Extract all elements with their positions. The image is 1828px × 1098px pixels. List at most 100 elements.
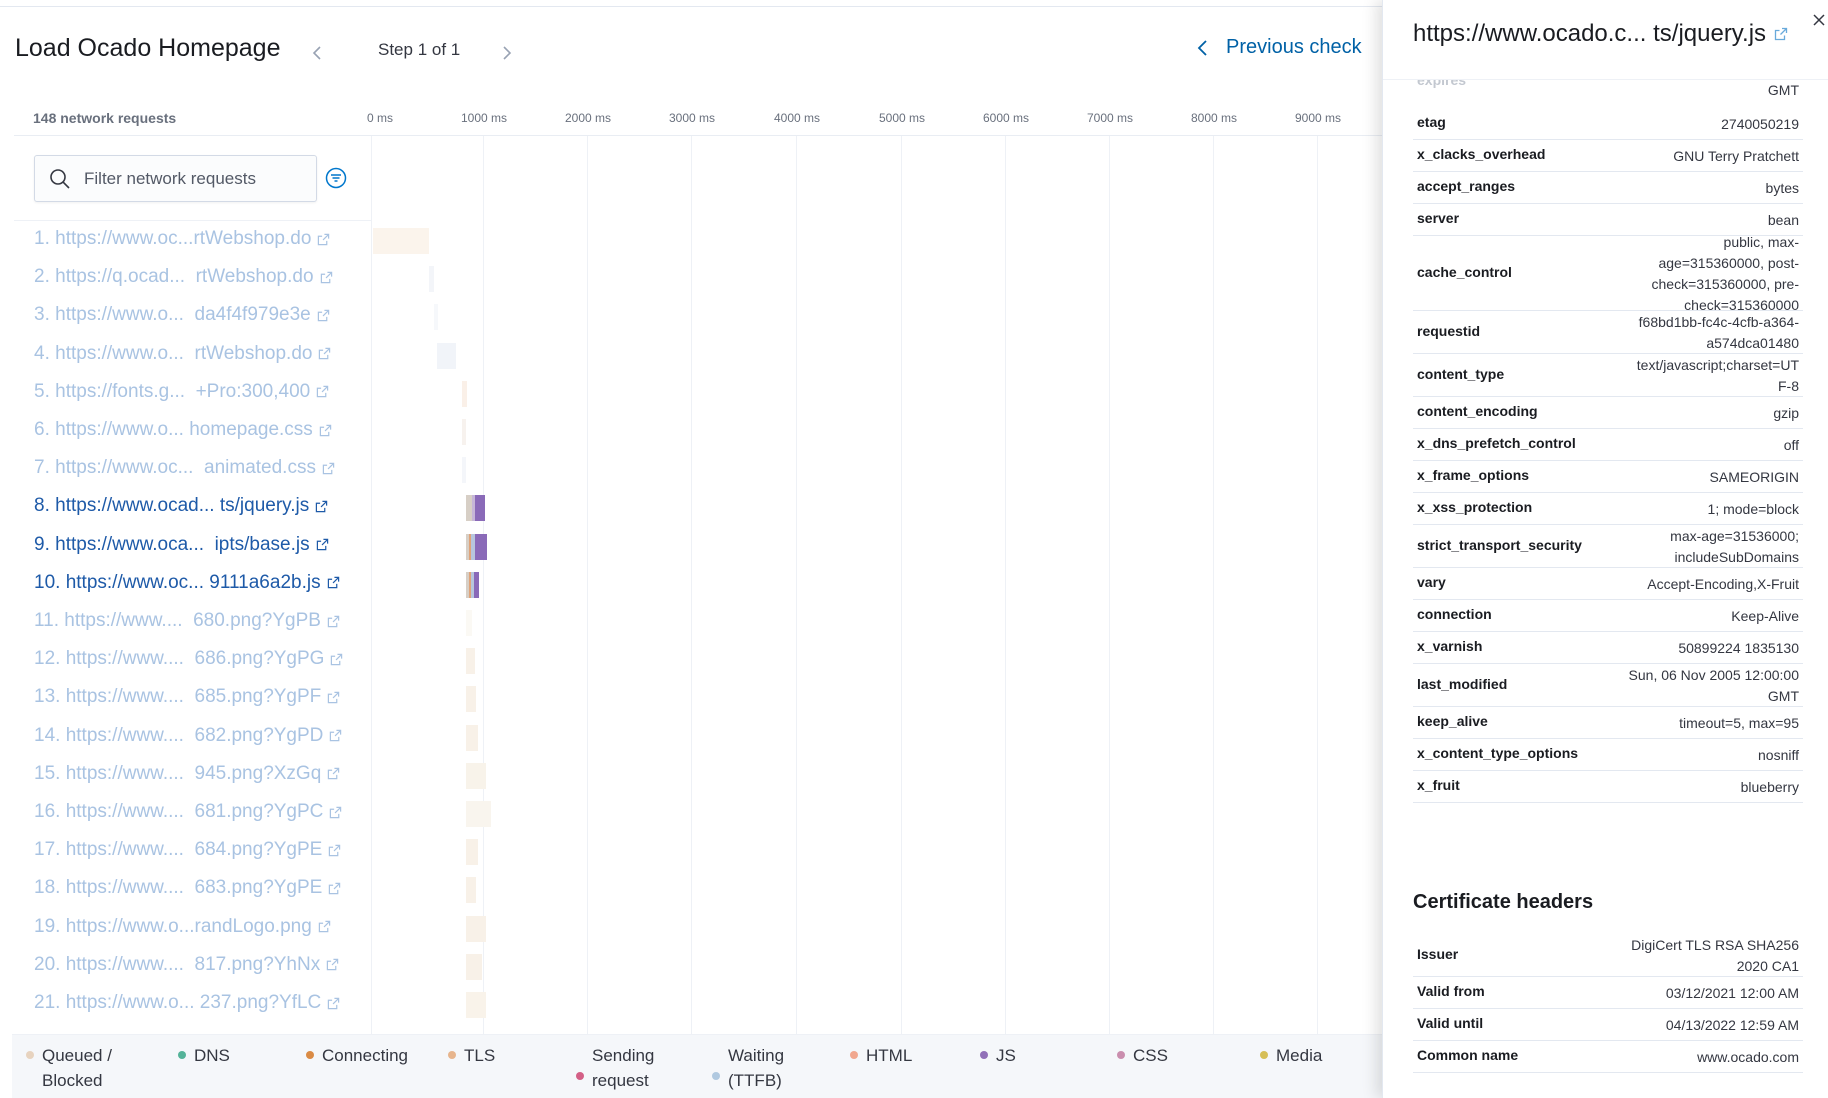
- request-url-link[interactable]: 7. https://www.oc... animated.css: [34, 457, 335, 479]
- request-url-link[interactable]: 17. https://www.... 684.png?YgPE: [34, 839, 341, 861]
- external-link-icon: [328, 768, 340, 780]
- request-url-link[interactable]: 2. https://q.ocad... rtWebshop.do: [34, 266, 333, 288]
- response-header-value: Keep-Alive: [1731, 607, 1799, 624]
- timing-bar[interactable]: [462, 419, 466, 445]
- response-header-row: etag 2740050219: [1413, 108, 1803, 140]
- filter-field[interactable]: [34, 155, 317, 202]
- close-icon[interactable]: [1811, 12, 1827, 28]
- header-value-expires: GMT: [1767, 82, 1799, 98]
- response-header-key: strict_transport_security: [1417, 536, 1582, 553]
- request-url-link[interactable]: 10. https://www.oc... 9111a6a2b.js: [34, 572, 340, 594]
- request-url-label: 11. https://www.... 680.png?YgPB: [34, 610, 321, 631]
- response-header-key: keep_alive: [1417, 713, 1488, 729]
- timing-bar[interactable]: [429, 266, 434, 293]
- axis-tick-label: 5000 ms: [878, 111, 926, 125]
- response-header-row: content_type text/javascript;charset=UT F…: [1413, 354, 1803, 397]
- timing-bar[interactable]: [466, 839, 478, 866]
- request-row: 21. https://www.o... 237.png?YfLC: [0, 985, 1382, 1023]
- timing-bar[interactable]: [466, 533, 487, 560]
- request-url-label: 20. https://www.... 817.png?YhNx: [34, 953, 321, 975]
- timing-bar[interactable]: [437, 342, 456, 369]
- request-url-link[interactable]: 18. https://www.... 683.png?YgPE: [34, 877, 341, 899]
- request-url-label: 6. https://www.o... homepage.css: [34, 419, 313, 440]
- chevron-left-icon: [1197, 39, 1207, 56]
- response-header-row: x_clacks_overhead GNU Terry Pratchett: [1413, 140, 1803, 172]
- filter-icon[interactable]: [325, 167, 347, 189]
- request-url-link[interactable]: 16. https://www.... 681.png?YgPC: [34, 801, 342, 823]
- chevron-right-icon[interactable]: [494, 41, 518, 65]
- request-row: 1. https://www.oc...rtWebshop.do: [0, 221, 1382, 259]
- external-link-icon: [330, 806, 342, 818]
- axis-tick-label: 1000 ms: [460, 111, 508, 125]
- timing-bar[interactable]: [466, 877, 476, 904]
- timing-bar[interactable]: [466, 571, 479, 598]
- timing-segment: [466, 953, 482, 980]
- request-url-link[interactable]: 19. https://www.o...randLogo.png: [34, 916, 331, 938]
- request-url-link[interactable]: 14. https://www.... 682.png?YgPD: [34, 725, 342, 747]
- top-border: [0, 0, 1382, 7]
- timing-segment: [466, 992, 486, 1018]
- external-link-icon: [317, 309, 329, 322]
- request-url-link[interactable]: 12. https://www.... 686.png?YgPG: [34, 648, 343, 670]
- timing-segment: [437, 342, 456, 369]
- request-url-link[interactable]: 3. https://www.o... da4f4f979e3e: [34, 304, 330, 326]
- response-header-value: bean: [1767, 211, 1799, 228]
- request-url-link[interactable]: 20. https://www.... 817.png?YhNx: [34, 954, 339, 976]
- request-url-link[interactable]: 1. https://www.oc...rtWebshop.do: [34, 228, 330, 250]
- request-url-label: 1. https://www.oc...rtWebshop.do: [34, 228, 312, 249]
- response-header-key: x_varnish: [1417, 638, 1483, 654]
- legend-item: Waiting (TTFB): [728, 1046, 785, 1090]
- timing-bar[interactable]: [466, 915, 486, 942]
- previous-check-button[interactable]: Previous check: [1196, 36, 1362, 59]
- request-url-link[interactable]: 11. https://www.... 680.png?YgPB: [34, 610, 340, 632]
- request-url-link[interactable]: 21. https://www.o... 237.png?YfLC: [34, 992, 340, 1014]
- request-url-link[interactable]: 13. https://www.... 685.png?YgPF: [34, 686, 340, 708]
- timing-bar[interactable]: [466, 801, 491, 827]
- request-url-link[interactable]: 8. https://www.ocad... ts/jquery.js: [34, 495, 328, 517]
- request-url-link[interactable]: 15. https://www.... 945.png?XzGq: [34, 763, 340, 785]
- timing-bar[interactable]: [373, 228, 429, 254]
- timing-segment: [466, 877, 476, 904]
- external-link-icon: [328, 691, 340, 704]
- timing-segment: [429, 266, 434, 293]
- gridline: [1005, 136, 1006, 1034]
- previous-check-label: Previous check: [1226, 36, 1362, 58]
- timing-bar[interactable]: [466, 724, 478, 751]
- page-title: Load Ocado Homepage: [15, 34, 281, 62]
- legend-swatch: [178, 1051, 186, 1059]
- timing-bar[interactable]: [466, 495, 485, 522]
- external-link-icon: [319, 347, 331, 360]
- filter-network-requests-input[interactable]: [84, 168, 304, 189]
- timing-bar[interactable]: [466, 648, 475, 675]
- timing-bar[interactable]: [462, 380, 467, 407]
- timing-segment: [471, 571, 474, 598]
- request-url-link[interactable]: 4. https://www.o... rtWebshop.do: [34, 343, 331, 365]
- request-url-label: 3. https://www.o... da4f4f979e3e: [34, 304, 311, 326]
- request-url-label: 13. https://www.... 685.png?YgPF: [34, 686, 322, 708]
- timing-bar[interactable]: [434, 304, 438, 331]
- request-url-link[interactable]: 5. https://fonts.g... +Pro:300,400: [34, 381, 329, 403]
- timing-segment: [466, 533, 469, 560]
- flyout-title-link[interactable]: https://www.ocado.c... ts/jquery.js: [1413, 20, 1788, 48]
- timing-bar[interactable]: [466, 953, 482, 980]
- certificate-header-row: Issuer DigiCert TLS RSA SHA256 2020 CA1: [1413, 934, 1803, 977]
- request-url-link[interactable]: 6. https://www.o... homepage.css: [34, 419, 332, 441]
- chevron-left-icon[interactable]: [306, 41, 330, 65]
- request-url-label: 21. https://www.o... 237.png?YfLC: [34, 992, 322, 1013]
- response-header-row: x_content_type_options nosniff: [1413, 739, 1803, 771]
- timing-bar[interactable]: [466, 762, 486, 789]
- legend-swatch: [980, 1051, 988, 1059]
- timing-bar[interactable]: [466, 610, 472, 636]
- timing-bar[interactable]: [466, 992, 486, 1018]
- timing-legend: Queued / Blocked DNS Connecting TLS Sending …: [12, 1034, 1382, 1098]
- request-row: 11. https://www.... 680.png?YgPB: [0, 603, 1382, 641]
- request-url-link[interactable]: 9. https://www.oca... ipts/base.js: [34, 534, 329, 556]
- timing-bar[interactable]: [462, 457, 466, 484]
- axis-tick-label: 0 ms: [366, 111, 394, 125]
- timing-segment: [469, 571, 471, 598]
- certificate-header-row: Valid until 04/13/2022 12:59 AM: [1413, 1009, 1803, 1041]
- timing-segment: [466, 762, 486, 789]
- request-row: 13. https://www.... 685.png?YgPF: [0, 679, 1382, 717]
- request-row: 20. https://www.... 817.png?YhNx: [0, 947, 1382, 985]
- timing-bar[interactable]: [466, 686, 476, 713]
